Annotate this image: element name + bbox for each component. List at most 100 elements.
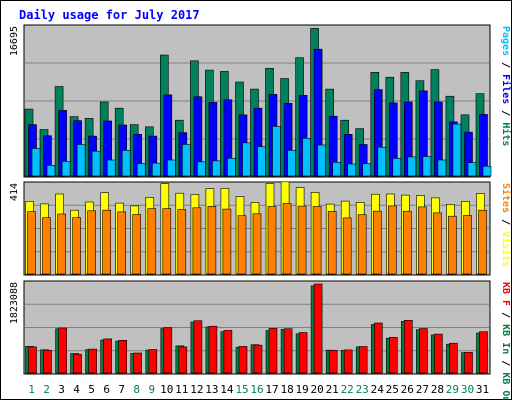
chart-title: Daily usage for July 2017 <box>19 8 200 22</box>
x-tick-label-day-1: 1 <box>28 383 35 396</box>
axis-legend-part-top-3: / <box>500 104 511 122</box>
bar-kb-out-day-5 <box>88 348 97 374</box>
bar-sites-day-9 <box>147 208 157 275</box>
bar-pages-day-16 <box>257 146 266 177</box>
series-kb-out <box>28 283 488 374</box>
bar-sites-day-10 <box>162 208 172 275</box>
bar-pages-day-29 <box>452 123 462 177</box>
bar-sites-day-18 <box>282 203 292 275</box>
x-tick-label-day-16: 16 <box>250 383 263 396</box>
bar-sites-day-19 <box>297 205 307 275</box>
bar-kb-out-day-20 <box>313 283 323 374</box>
axis-legend-part-top-0: Pages <box>500 26 511 56</box>
axis-legend-top: Pages / Files / Hits <box>500 26 512 146</box>
x-tick-label-day-22: 22 <box>341 383 354 396</box>
bar-sites-day-12 <box>192 207 202 275</box>
x-tick-label-day-13: 13 <box>205 383 218 396</box>
bar-kb-out-day-3 <box>58 327 67 374</box>
bar-kb-out-day-31 <box>479 331 488 374</box>
bar-kb-out-day-7 <box>118 339 127 374</box>
x-tick-label-day-31: 31 <box>476 383 489 396</box>
axis-legend-part-bottom-2: KB In <box>500 324 511 354</box>
x-tick-label-day-23: 23 <box>356 383 369 396</box>
y-max-label-top: 16695 <box>9 26 20 56</box>
bar-sites-day-30 <box>463 215 472 275</box>
bar-pages-day-24 <box>377 146 387 177</box>
bar-kb-out-day-27 <box>419 328 428 374</box>
bar-sites-day-17 <box>267 206 277 275</box>
bar-kb-out-day-19 <box>298 332 308 374</box>
x-tick-label-day-5: 5 <box>88 383 95 396</box>
bar-pages-day-7 <box>121 150 131 177</box>
panel-bottom: 1823088 KB F / KB In / KB Out <box>9 280 511 400</box>
bar-pages-day-25 <box>392 158 402 177</box>
bar-sites-day-20 <box>312 206 322 275</box>
axis-legend-part-middle-1: / <box>500 213 511 231</box>
bar-pages-day-11 <box>182 144 191 177</box>
bar-pages-day-19 <box>302 138 311 177</box>
x-tick-label-day-15: 15 <box>235 383 248 396</box>
bar-sites-day-28 <box>433 212 442 275</box>
bar-sites-day-16 <box>252 213 262 275</box>
x-tick-label-day-25: 25 <box>386 383 399 396</box>
bar-kb-out-day-15 <box>238 346 248 374</box>
bar-kb-out-day-10 <box>163 327 173 374</box>
bar-pages-day-31 <box>482 165 492 177</box>
bar-kb-out-day-8 <box>133 352 142 374</box>
bar-sites-day-1 <box>27 211 36 275</box>
bar-sites-day-23 <box>357 214 367 275</box>
bar-pages-day-9 <box>152 162 161 177</box>
bar-kb-out-day-23 <box>358 346 368 374</box>
bar-pages-day-28 <box>437 159 447 177</box>
bar-kb-out-day-1 <box>28 346 37 374</box>
bar-pages-day-4 <box>76 144 86 177</box>
x-tick-label-day-6: 6 <box>103 383 110 396</box>
bar-kb-out-day-14 <box>223 330 233 374</box>
bar-pages-day-6 <box>106 159 116 177</box>
x-tick-label-day-20: 20 <box>310 383 323 396</box>
bar-kb-out-day-12 <box>193 320 203 374</box>
panel-middle: 414 Sites / Visits <box>9 181 512 276</box>
x-tick-label-day-19: 19 <box>295 383 308 396</box>
bar-sites-day-21 <box>327 211 337 275</box>
bar-kb-out-day-30 <box>464 351 473 374</box>
axis-legend-part-middle-0: Sites <box>500 183 512 213</box>
bar-kb-out-day-26 <box>403 319 413 374</box>
bar-pages-day-2 <box>46 165 56 177</box>
bar-sites-day-29 <box>448 215 457 275</box>
axis-legend-part-middle-2: Visits <box>500 231 512 267</box>
bar-kb-out-day-6 <box>103 338 112 374</box>
x-tick-label-day-27: 27 <box>416 383 429 396</box>
axis-legend-part-top-4: Hits <box>500 122 512 146</box>
bar-sites-day-4 <box>72 217 81 275</box>
x-axis-day-labels: 1 2 3 4 5 6 7 8 9 10 11 12 13 14 15 16 17 18 19 20 21 22 23 24 2… <box>28 383 489 396</box>
bar-sites-day-14 <box>222 208 232 275</box>
bar-sites-day-27 <box>418 206 427 275</box>
x-tick-label-day-30: 30 <box>461 383 474 396</box>
bar-sites-day-11 <box>177 209 187 275</box>
bar-pages-day-22 <box>347 163 357 177</box>
bar-kb-out-day-24 <box>373 322 383 374</box>
bar-kb-out-day-4 <box>73 353 82 374</box>
bar-pages-day-21 <box>332 162 342 177</box>
panel-top: 16695 Pages / Files / Hits <box>9 24 512 178</box>
axis-legend-part-bottom-1: / <box>500 306 511 324</box>
y-max-label-bottom: 1823088 <box>9 282 20 324</box>
bar-kb-out-day-2 <box>43 349 52 374</box>
bar-kb-out-day-13 <box>208 325 218 374</box>
x-tick-label-day-11: 11 <box>175 383 188 396</box>
bar-sites-day-13 <box>207 206 217 275</box>
series-pages <box>31 123 492 177</box>
x-tick-label-day-29: 29 <box>446 383 459 396</box>
bar-pages-day-10 <box>167 159 176 177</box>
bar-pages-day-20 <box>317 144 326 177</box>
axis-legend-part-bottom-4: KB Out <box>500 372 511 400</box>
bar-pages-day-18 <box>287 150 296 177</box>
bar-kb-out-day-28 <box>434 333 443 374</box>
bar-kb-out-day-17 <box>268 328 278 374</box>
series-sites <box>27 203 487 275</box>
x-tick-label-day-3: 3 <box>58 383 65 396</box>
x-tick-label-day-17: 17 <box>265 383 278 396</box>
bar-pages-day-30 <box>467 162 477 177</box>
bar-sites-day-25 <box>387 205 397 275</box>
